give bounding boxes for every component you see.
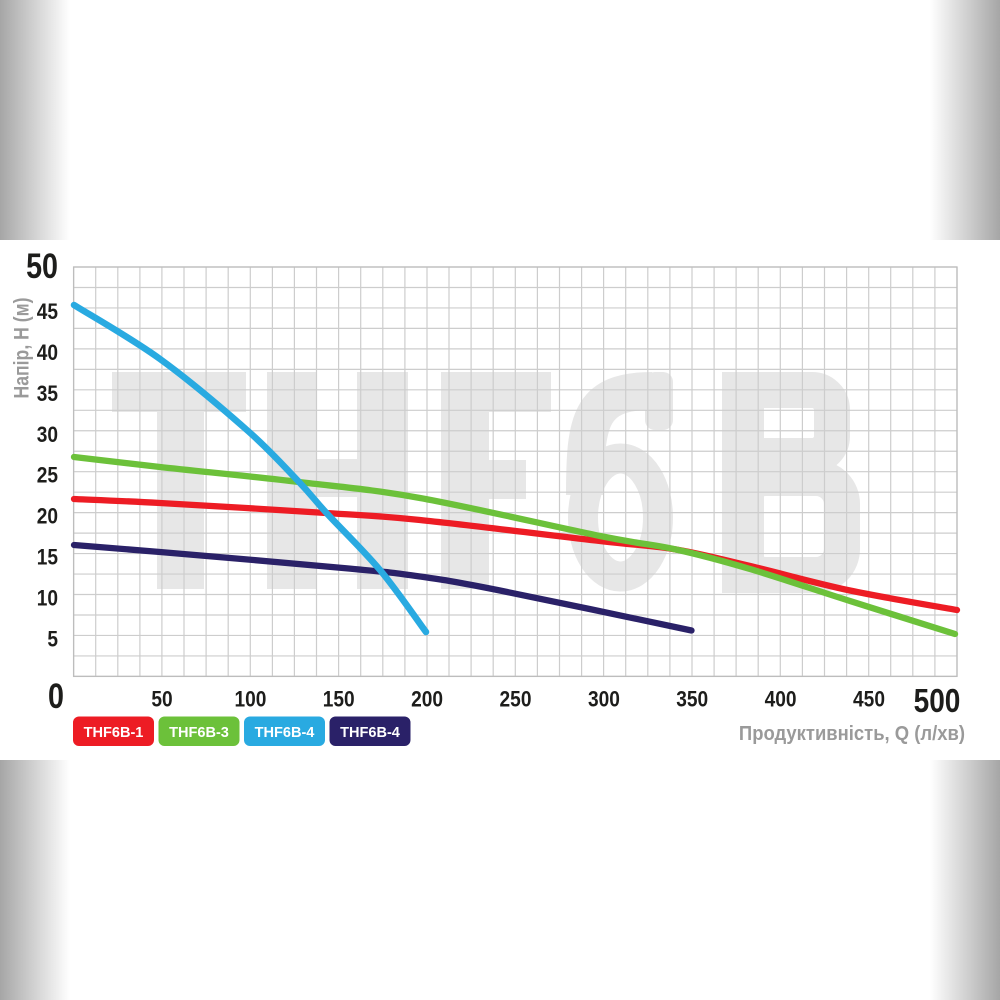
svg-text:200: 200 <box>411 687 443 712</box>
svg-text:20: 20 <box>37 504 58 529</box>
svg-text:50: 50 <box>151 687 172 712</box>
svg-text:Напір, Н (м): Напір, Н (м) <box>10 297 34 398</box>
svg-text:THF6B-4: THF6B-4 <box>340 725 401 741</box>
svg-text:10: 10 <box>37 586 58 611</box>
svg-text:0: 0 <box>48 676 64 715</box>
svg-text:50: 50 <box>26 246 58 285</box>
svg-text:THF6B-4: THF6B-4 <box>255 725 316 741</box>
svg-text:40: 40 <box>37 341 58 366</box>
svg-text:THF6B-1: THF6B-1 <box>84 725 144 741</box>
svg-text:25: 25 <box>37 463 58 488</box>
svg-text:400: 400 <box>765 687 797 712</box>
svg-text:30: 30 <box>37 423 58 448</box>
svg-text:100: 100 <box>234 687 266 712</box>
svg-text:150: 150 <box>323 687 355 712</box>
svg-text:5: 5 <box>47 627 58 652</box>
svg-text:35: 35 <box>37 382 58 407</box>
svg-text:500: 500 <box>914 683 961 720</box>
svg-text:450: 450 <box>853 687 885 712</box>
svg-text:350: 350 <box>676 687 708 712</box>
svg-text:250: 250 <box>500 687 532 712</box>
svg-text:300: 300 <box>588 687 620 712</box>
svg-text:THF6B-3: THF6B-3 <box>169 725 229 741</box>
svg-text:45: 45 <box>37 300 58 325</box>
svg-text:15: 15 <box>37 545 58 570</box>
svg-text:Продуктивність, Q (л/хв): Продуктивність, Q (л/хв) <box>739 722 965 745</box>
